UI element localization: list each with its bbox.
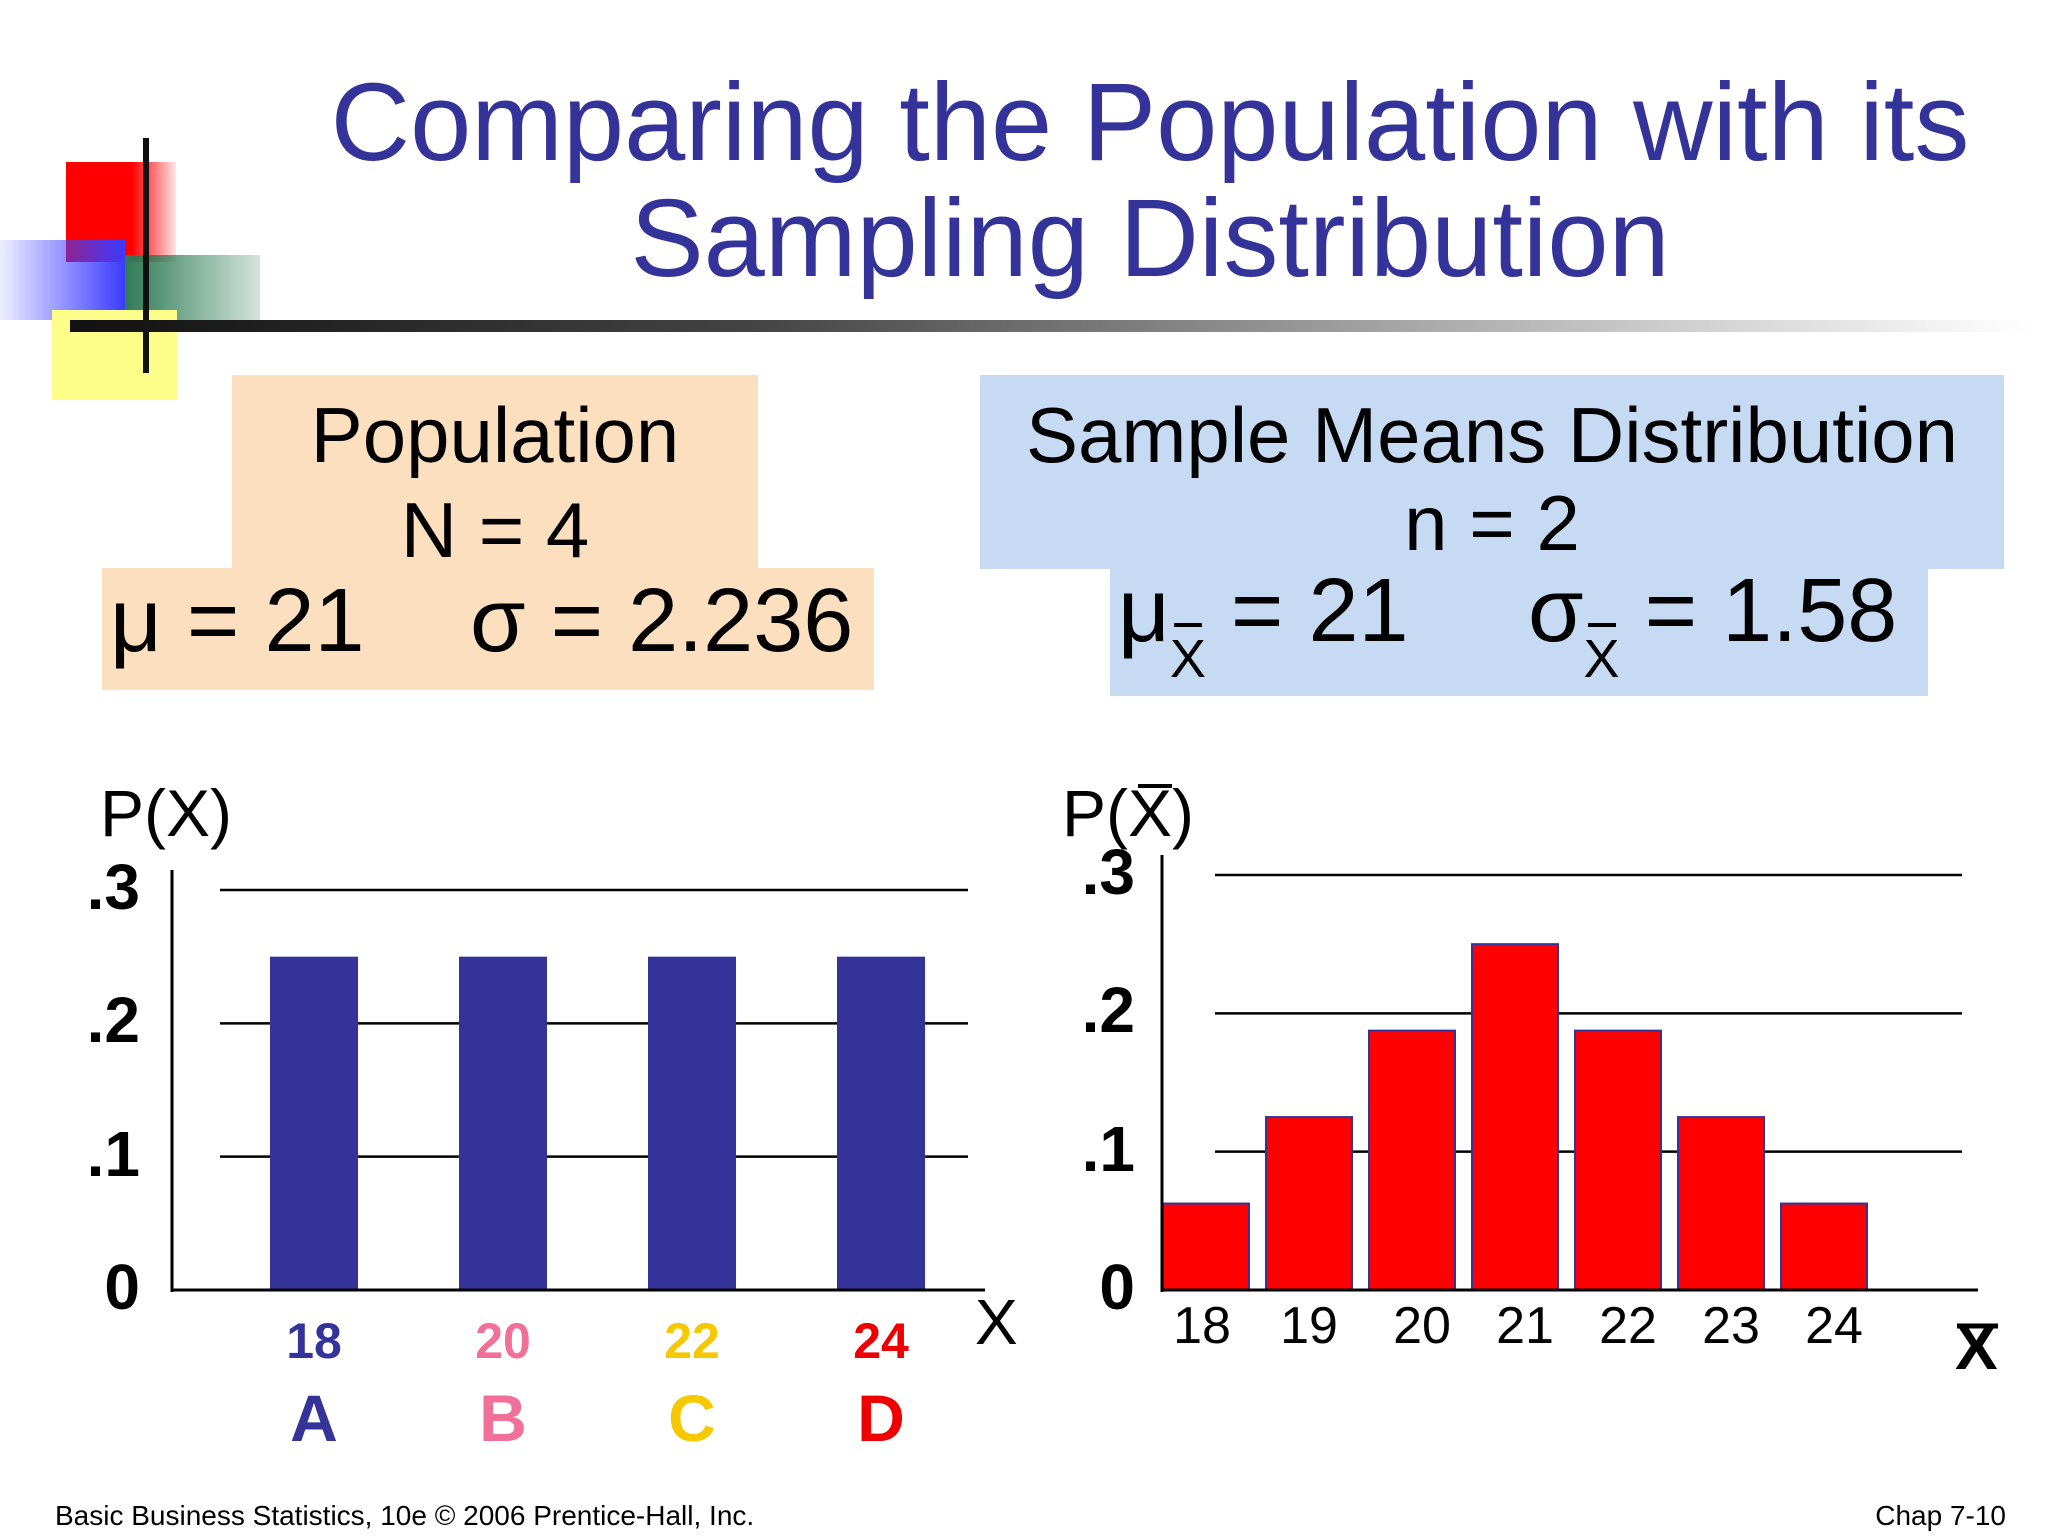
- deco-vertical-line: [143, 138, 149, 373]
- sample-box-top: [980, 375, 2004, 569]
- y-tick-label: .2: [86, 984, 140, 1057]
- bar-19: [1265, 1116, 1353, 1292]
- sigma-value: = 1.58: [1644, 561, 1898, 661]
- x-tick-label: 18: [1173, 1297, 1231, 1355]
- sigma-value: = 2.236: [550, 571, 854, 671]
- bar-24: [1780, 1202, 1868, 1291]
- mu-symbol: μ: [1118, 561, 1170, 661]
- category-letter: D: [857, 1381, 905, 1455]
- population-size: N = 4: [400, 486, 590, 574]
- category-value: 18: [286, 1313, 342, 1369]
- x-tick-label: 22: [1599, 1297, 1657, 1355]
- bar-24: [837, 956, 925, 1290]
- x-axis-label: X: [1955, 1311, 1998, 1383]
- sigma-subscript: X: [1584, 623, 1620, 689]
- category-value: 22: [664, 1313, 720, 1369]
- slide-title: Comparing the Population with its Sampli…: [330, 61, 1970, 300]
- x-tick-label: 19: [1280, 1297, 1338, 1355]
- bar-21: [1471, 943, 1559, 1292]
- y-tick-label: 0: [1099, 1251, 1135, 1323]
- y-tick-label: .1: [1081, 1112, 1135, 1185]
- category-value: 20: [475, 1313, 531, 1369]
- y-tick-label: .1: [86, 1117, 140, 1190]
- population-box-top: [232, 375, 758, 571]
- x-axis-label: X: [975, 1286, 1018, 1358]
- bar-20: [459, 956, 547, 1290]
- x-tick-label: 24: [1805, 1297, 1863, 1355]
- category-letter: A: [290, 1381, 338, 1455]
- y-tick-label: .3: [86, 851, 140, 923]
- mu-value: = 21: [1230, 561, 1409, 661]
- mu-symbol: μ: [110, 571, 162, 671]
- y-tick-label: .3: [1081, 836, 1135, 908]
- category-letter: B: [479, 1381, 527, 1455]
- footer-chapter: Chap 7-10: [1875, 1500, 2006, 1531]
- population-sigma: σ = 2.236: [470, 570, 853, 673]
- title-underline: [70, 320, 2030, 332]
- bar-20: [1368, 1029, 1456, 1291]
- bar-18: [270, 956, 358, 1290]
- bar-18: [1162, 1202, 1250, 1291]
- population-box-bottom: [102, 568, 874, 690]
- bar-23: [1677, 1116, 1765, 1292]
- x-tick-label: 23: [1702, 1297, 1760, 1355]
- sample-size: n = 2: [1404, 479, 1580, 567]
- bar-22: [1574, 1029, 1662, 1291]
- y-axis-label: P(X): [1062, 776, 1194, 850]
- population-heading: Population: [310, 391, 680, 479]
- sigma-symbol: σ: [470, 571, 526, 671]
- mu-value: = 21: [186, 571, 365, 671]
- y-axis-label: P(X): [100, 776, 232, 850]
- bar-22: [648, 956, 736, 1290]
- x-tick-label: 20: [1393, 1297, 1451, 1355]
- category-letter: C: [668, 1381, 716, 1455]
- y-tick-label: .2: [1081, 974, 1135, 1047]
- deco-blue-square: [0, 240, 125, 320]
- mu-subscript: X: [1170, 623, 1206, 689]
- category-value: 24: [853, 1313, 909, 1369]
- footer-copyright: Basic Business Statistics, 10e © 2006 Pr…: [55, 1500, 755, 1531]
- sample-heading: Sample Means Distribution: [1025, 391, 1959, 479]
- sigma-symbol: σ: [1528, 561, 1584, 661]
- x-tick-label: 21: [1496, 1297, 1554, 1355]
- sample-box-bottom: [1110, 566, 1928, 696]
- y-tick-label: 0: [104, 1251, 140, 1323]
- population-mu: μ = 21: [110, 570, 365, 673]
